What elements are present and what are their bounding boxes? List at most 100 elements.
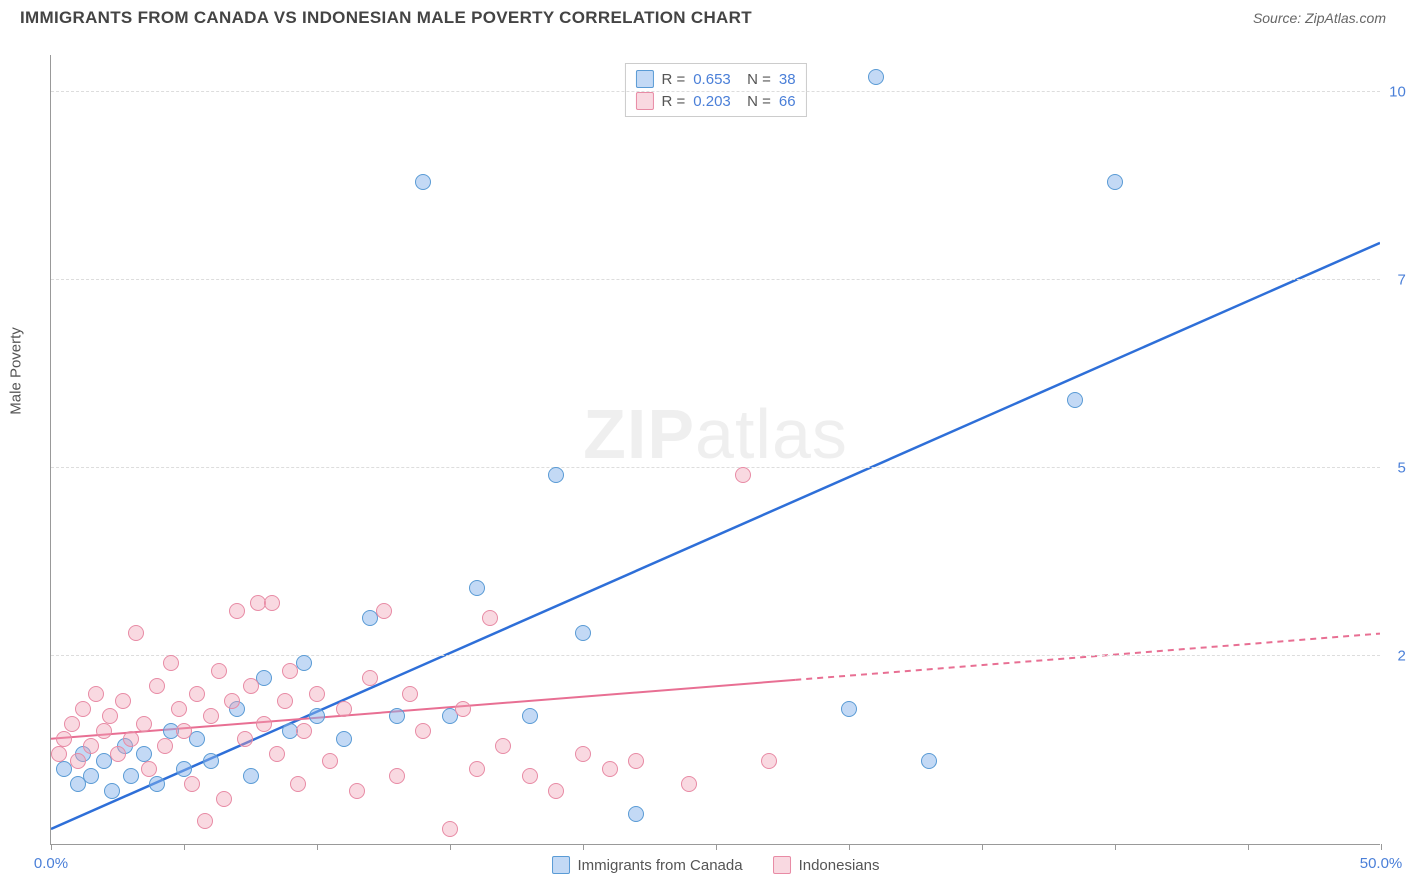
data-point xyxy=(128,625,144,641)
chart-plot-area: ZIPatlas Male Poverty R = 0.653 N = 38R … xyxy=(50,55,1380,845)
data-point xyxy=(123,768,139,784)
x-tick xyxy=(184,844,185,850)
data-point xyxy=(349,783,365,799)
data-point xyxy=(681,776,697,792)
data-point xyxy=(51,746,67,762)
legend-r-label: R = xyxy=(661,93,685,110)
series-legend: Immigrants from Canada Indonesians xyxy=(552,856,880,874)
data-point xyxy=(277,693,293,709)
data-point xyxy=(628,753,644,769)
data-point xyxy=(469,580,485,596)
data-point xyxy=(83,768,99,784)
data-point xyxy=(761,753,777,769)
legend-row: R = 0.653 N = 38 xyxy=(635,68,795,90)
data-point xyxy=(184,776,200,792)
data-point xyxy=(123,731,139,747)
legend-swatch xyxy=(773,856,791,874)
data-point xyxy=(575,625,591,641)
y-tick-label: 75.0% xyxy=(1397,271,1406,288)
data-point xyxy=(56,731,72,747)
legend-swatch xyxy=(635,70,653,88)
data-point xyxy=(282,663,298,679)
data-point xyxy=(197,813,213,829)
x-tick xyxy=(716,844,717,850)
x-tick xyxy=(317,844,318,850)
data-point xyxy=(149,776,165,792)
watermark: ZIPatlas xyxy=(583,394,848,474)
data-point xyxy=(442,821,458,837)
data-point xyxy=(237,731,253,747)
data-point xyxy=(495,738,511,754)
gridline xyxy=(51,655,1380,656)
y-tick-label: 25.0% xyxy=(1397,647,1406,664)
legend-label: Indonesians xyxy=(799,857,880,874)
data-point xyxy=(70,753,86,769)
data-point xyxy=(176,761,192,777)
data-point xyxy=(216,791,232,807)
legend-row: R = 0.203 N = 66 xyxy=(635,90,795,112)
data-point xyxy=(336,701,352,717)
data-point xyxy=(522,708,538,724)
data-point xyxy=(841,701,857,717)
data-point xyxy=(110,746,126,762)
trend-line-dashed xyxy=(795,634,1380,680)
data-point xyxy=(149,678,165,694)
data-point xyxy=(402,686,418,702)
legend-swatch xyxy=(552,856,570,874)
data-point xyxy=(96,723,112,739)
data-point xyxy=(482,610,498,626)
x-tick xyxy=(982,844,983,850)
legend-item: Indonesians xyxy=(773,856,880,874)
y-tick-label: 100.0% xyxy=(1389,83,1406,100)
data-point xyxy=(229,603,245,619)
data-point xyxy=(256,716,272,732)
data-point xyxy=(415,723,431,739)
legend-r-value: 0.653 xyxy=(693,71,731,88)
data-point xyxy=(322,753,338,769)
data-point xyxy=(628,806,644,822)
data-point xyxy=(309,686,325,702)
legend-n-value: 38 xyxy=(779,71,796,88)
data-point xyxy=(171,701,187,717)
legend-n-label: N = xyxy=(739,93,771,110)
data-point xyxy=(469,761,485,777)
gridline xyxy=(51,467,1380,468)
data-point xyxy=(203,753,219,769)
data-point xyxy=(104,783,120,799)
data-point xyxy=(389,768,405,784)
data-point xyxy=(455,701,471,717)
data-point xyxy=(211,663,227,679)
x-tick xyxy=(1381,844,1382,850)
legend-n-label: N = xyxy=(739,71,771,88)
data-point xyxy=(548,783,564,799)
trend-lines-svg xyxy=(51,55,1380,844)
data-point xyxy=(376,603,392,619)
data-point xyxy=(522,768,538,784)
data-point xyxy=(136,746,152,762)
data-point xyxy=(243,768,259,784)
legend-r-label: R = xyxy=(661,71,685,88)
data-point xyxy=(1107,174,1123,190)
legend-label: Immigrants from Canada xyxy=(578,857,743,874)
legend-r-value: 0.203 xyxy=(693,93,731,110)
x-tick xyxy=(51,844,52,850)
data-point xyxy=(1067,392,1083,408)
data-point xyxy=(189,686,205,702)
data-point xyxy=(163,655,179,671)
data-point xyxy=(224,693,240,709)
data-point xyxy=(141,761,157,777)
data-point xyxy=(309,708,325,724)
x-tick xyxy=(583,844,584,850)
data-point xyxy=(921,753,937,769)
legend-n-value: 66 xyxy=(779,93,796,110)
data-point xyxy=(296,723,312,739)
data-point xyxy=(389,708,405,724)
data-point xyxy=(264,595,280,611)
data-point xyxy=(548,467,564,483)
source-label: Source: ZipAtlas.com xyxy=(1253,10,1386,26)
x-tick-label: 50.0% xyxy=(1360,855,1403,872)
data-point xyxy=(102,708,118,724)
data-point xyxy=(269,746,285,762)
data-point xyxy=(290,776,306,792)
y-axis-label: Male Poverty xyxy=(8,327,25,415)
